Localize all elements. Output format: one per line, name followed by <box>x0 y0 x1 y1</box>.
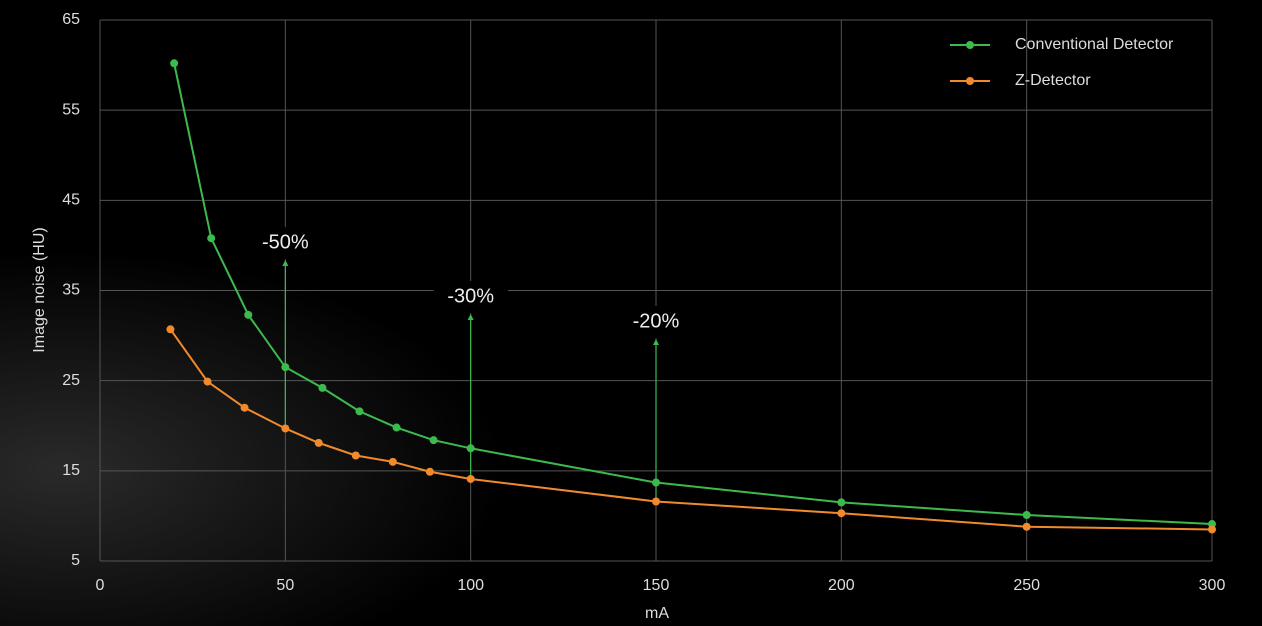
annotation-bg <box>247 227 324 259</box>
data-point <box>314 438 323 447</box>
data-point <box>281 363 290 372</box>
y-tick-label: 65 <box>62 11 80 28</box>
x-tick-label: 50 <box>276 577 294 594</box>
x-tick-label: 150 <box>643 577 670 594</box>
annotation-arrowhead <box>282 260 289 266</box>
data-point <box>207 234 216 243</box>
y-tick-label: 45 <box>62 192 80 209</box>
data-point <box>466 444 475 453</box>
x-tick-label: 200 <box>828 577 855 594</box>
data-point <box>170 59 179 68</box>
data-point <box>388 457 397 466</box>
x-tick-label: 0 <box>96 577 105 594</box>
data-point <box>1208 525 1216 534</box>
annotation-bg <box>432 281 509 313</box>
x-tick-label: 300 <box>1199 577 1226 594</box>
x-axis-label: mA <box>645 605 669 622</box>
annotation: -50% <box>262 231 309 253</box>
annotation: -20% <box>633 310 680 332</box>
data-point <box>318 383 327 392</box>
legend-label: Conventional Detector <box>1015 36 1174 53</box>
data-point <box>652 478 660 487</box>
legend-label: Z-Detector <box>1015 72 1091 89</box>
data-point <box>466 474 475 483</box>
data-point <box>429 436 438 445</box>
data-point <box>355 407 364 416</box>
legend-marker <box>966 77 974 85</box>
y-tick-label: 35 <box>62 282 80 299</box>
data-point <box>351 451 360 460</box>
y-tick-label: 25 <box>62 372 80 389</box>
data-point <box>240 403 249 412</box>
data-point <box>244 310 253 319</box>
data-point <box>1022 522 1031 531</box>
annotation: -30% <box>447 285 494 307</box>
y-tick-label: 5 <box>71 552 80 569</box>
data-point <box>281 424 290 433</box>
data-point <box>392 423 401 432</box>
y-tick-label: 55 <box>62 101 80 118</box>
data-point <box>652 497 660 506</box>
annotation-arrowhead <box>467 314 474 320</box>
annotation-bg <box>618 306 694 338</box>
data-point <box>203 377 212 386</box>
x-tick-label: 250 <box>1013 577 1040 594</box>
y-tick-label: 15 <box>62 462 80 479</box>
data-point <box>166 325 175 334</box>
y-axis-label: Image noise (HU) <box>31 227 48 352</box>
data-point <box>837 509 846 518</box>
x-tick-label: 100 <box>457 577 484 594</box>
legend-marker <box>966 41 974 49</box>
annotation-arrowhead <box>653 339 659 345</box>
data-point <box>425 467 434 476</box>
data-point <box>837 498 846 507</box>
data-point <box>1022 511 1031 520</box>
